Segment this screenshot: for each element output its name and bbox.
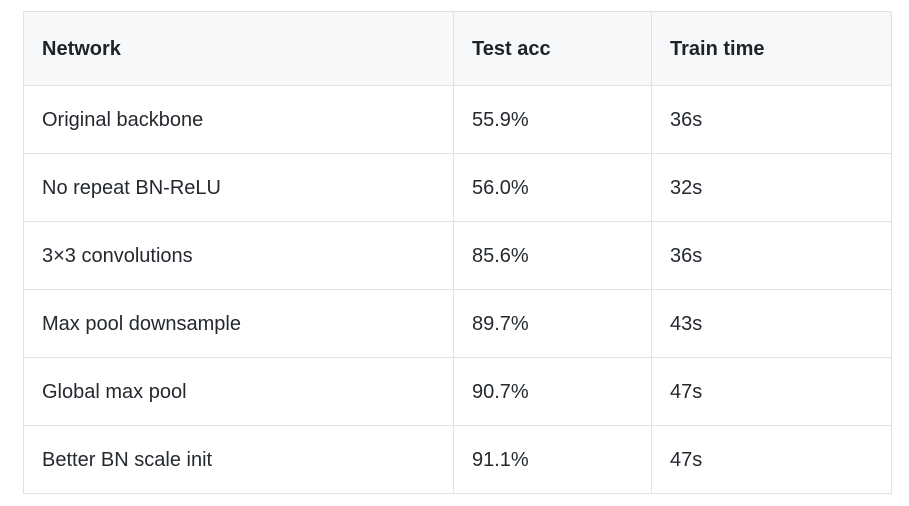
results-table: Network Test acc Train time Original bac…: [23, 11, 892, 494]
header-test-acc: Test acc: [453, 11, 652, 86]
table-row: No repeat BN-ReLU 56.0% 32s: [23, 153, 892, 222]
train-time-cell: 43s: [651, 289, 892, 358]
network-cell: Original backbone: [23, 85, 454, 154]
train-time-cell: 47s: [651, 425, 892, 494]
table-row: Better BN scale init 91.1% 47s: [23, 425, 892, 494]
header-row: Network Test acc Train time: [23, 11, 892, 86]
table-row: 3×3 convolutions 85.6% 36s: [23, 221, 892, 290]
test-acc-cell: 91.1%: [453, 425, 652, 494]
network-cell: Max pool downsample: [23, 289, 454, 358]
header-network: Network: [23, 11, 454, 86]
table-header: Network Test acc Train time: [23, 11, 892, 86]
test-acc-cell: 90.7%: [453, 357, 652, 426]
network-cell: Better BN scale init: [23, 425, 454, 494]
train-time-cell: 47s: [651, 357, 892, 426]
test-acc-cell: 56.0%: [453, 153, 652, 222]
table-row: Original backbone 55.9% 36s: [23, 85, 892, 154]
test-acc-cell: 89.7%: [453, 289, 652, 358]
test-acc-cell: 85.6%: [453, 221, 652, 290]
network-cell: Global max pool: [23, 357, 454, 426]
network-cell: No repeat BN-ReLU: [23, 153, 454, 222]
network-cell: 3×3 convolutions: [23, 221, 454, 290]
train-time-cell: 36s: [651, 221, 892, 290]
table-body: Original backbone 55.9% 36s No repeat BN…: [23, 85, 892, 494]
train-time-cell: 36s: [651, 85, 892, 154]
table-row: Max pool downsample 89.7% 43s: [23, 289, 892, 358]
header-train-time: Train time: [651, 11, 892, 86]
results-table-container: Network Test acc Train time Original bac…: [23, 11, 892, 494]
table-row: Global max pool 90.7% 47s: [23, 357, 892, 426]
test-acc-cell: 55.9%: [453, 85, 652, 154]
train-time-cell: 32s: [651, 153, 892, 222]
